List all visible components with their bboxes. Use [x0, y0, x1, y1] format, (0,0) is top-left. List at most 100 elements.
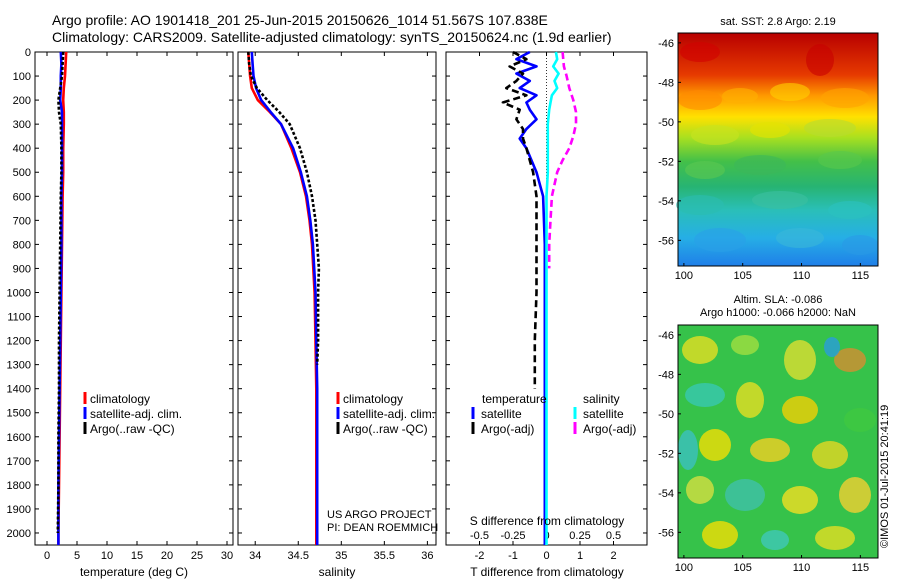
sla-texture [812, 441, 848, 469]
sla-texture [678, 430, 698, 470]
sst-texture [722, 88, 758, 104]
sst-map-title: sat. SST: 2.8 Argo: 2.19 [720, 16, 836, 28]
sla-map-title-2: Argo h1000: -0.066 h2000: NaN [700, 307, 856, 319]
depth-tick-label: 300 [13, 119, 31, 131]
legend-argo-raw: Argo(..raw -QC) [90, 422, 175, 436]
depth-tick-label: 1100 [7, 312, 31, 324]
sst-texture [828, 201, 872, 219]
depth-tick-label: 1000 [7, 287, 31, 299]
sla-texture [686, 476, 714, 504]
map-lon-label: 105 [734, 270, 752, 282]
map-lon-label: 100 [675, 562, 693, 574]
sst-texture [685, 161, 725, 179]
map-lon-label: 110 [793, 270, 811, 282]
temperature-axis-label: temperature (deg C) [80, 565, 188, 579]
sst-texture [694, 228, 746, 252]
depth-tick-label: 1900 [7, 504, 31, 516]
depth-tick-label: 700 [13, 215, 31, 227]
temperature-panel: 0100200300400500600700800900100011001200… [7, 47, 234, 579]
map-lon-label: 115 [852, 270, 870, 282]
depth-tick-label: 2000 [7, 528, 31, 540]
x-tick-label: 36 [421, 550, 433, 562]
sla-texture [844, 408, 876, 432]
sst-texture [770, 83, 810, 101]
sst-texture [842, 235, 878, 255]
legend-salinity-title: salinity [583, 392, 620, 406]
map-lat-label: -46 [658, 38, 674, 50]
map-lat-label: -48 [658, 77, 674, 89]
sla-texture [702, 521, 738, 549]
figure-title-line1: Argo profile: AO 1901418_201 25-Jun-2015… [52, 12, 548, 28]
map-lat-label: -56 [658, 527, 674, 539]
series-line-salinity-satellite [545, 51, 560, 545]
sst-texture [750, 122, 790, 138]
sla-texture [782, 396, 818, 424]
legend-climatology: climatology [343, 392, 403, 406]
sst-texture [678, 90, 722, 110]
map-lat-label: -54 [658, 488, 674, 500]
sla-map-title-1: Altim. SLA: -0.086 [734, 294, 823, 306]
sla-texture [782, 486, 818, 514]
sla-texture [824, 337, 840, 357]
sla-texture [761, 530, 789, 550]
map-lat-label: -52 [658, 448, 674, 460]
salinity-axis-label: salinity [319, 565, 356, 579]
depth-tick-label: 900 [13, 263, 31, 275]
sla-texture [750, 438, 790, 462]
sla-texture [682, 336, 718, 364]
depth-tick-label: 1700 [7, 456, 31, 468]
s-tick-label: -0.25 [500, 530, 525, 542]
legend-climatology: climatology [90, 392, 150, 406]
depth-tick-label: 500 [13, 167, 31, 179]
x-tick-label: 34 [249, 550, 261, 562]
map-lon-label: 110 [793, 562, 811, 574]
depth-tick-label: 800 [13, 239, 31, 251]
difference-legend: temperature satellite Argo(-adj) salinit… [471, 392, 636, 436]
sla-texture [839, 477, 871, 513]
sst-texture [821, 88, 869, 108]
sst-texture [804, 119, 856, 137]
map-lat-label: -46 [658, 330, 674, 342]
sla-map: Altim. SLA: -0.086 Argo h1000: -0.066 h2… [658, 294, 879, 574]
x-tick-label: 15 [131, 550, 143, 562]
depth-tick-label: 600 [13, 191, 31, 203]
sst-texture [818, 151, 862, 169]
project-annotation: US ARGO PROJECT [327, 509, 432, 521]
depth-tick-label: 1600 [7, 432, 31, 444]
legend-sal-argo: Argo(-adj) [583, 422, 636, 436]
x-tick-label: -1 [508, 550, 518, 562]
sst-texture [680, 42, 720, 62]
sst-texture [734, 155, 786, 175]
x-tick-label: 1 [577, 550, 583, 562]
map-lat-label: -52 [658, 156, 674, 168]
sst-map-field [678, 33, 878, 266]
sla-texture [725, 479, 765, 511]
map-lat-label: -50 [658, 117, 674, 129]
x-tick-label: -2 [475, 550, 485, 562]
series-line-argo-raw-qc- [56, 51, 65, 534]
legend-satellite-adj: satellite-adj. clim. [90, 407, 182, 421]
legend-temperature-title: temperature [482, 392, 547, 406]
legend-temp-argo: Argo(-adj) [481, 422, 534, 436]
sla-texture [731, 335, 759, 355]
series-line-salinity-argo-adj- [547, 51, 578, 269]
legend-satellite-adj: satellite-adj. clim. [343, 407, 435, 421]
depth-tick-label: 1800 [7, 480, 31, 492]
series-line-temperature-argo-adj- [501, 50, 538, 389]
x-tick-label: 5 [74, 550, 80, 562]
pi-annotation: PI: DEAN ROEMMICH [327, 522, 438, 534]
s-tick-label: 0.25 [569, 530, 590, 542]
map-lat-label: -54 [658, 196, 674, 208]
depth-tick-label: 1200 [7, 336, 31, 348]
series-line-temperature-satellite [515, 50, 547, 545]
map-lat-label: -50 [658, 409, 674, 421]
sla-texture [784, 340, 816, 380]
imos-timestamp: ©IMOS 01-Jul-2015 20:41:19 [879, 404, 891, 548]
x-tick-label: 25 [191, 550, 203, 562]
sst-texture [676, 195, 724, 215]
x-tick-label: 34.5 [288, 550, 309, 562]
x-tick-label: 20 [161, 550, 173, 562]
legend-argo-raw: Argo(..raw -QC) [343, 422, 428, 436]
